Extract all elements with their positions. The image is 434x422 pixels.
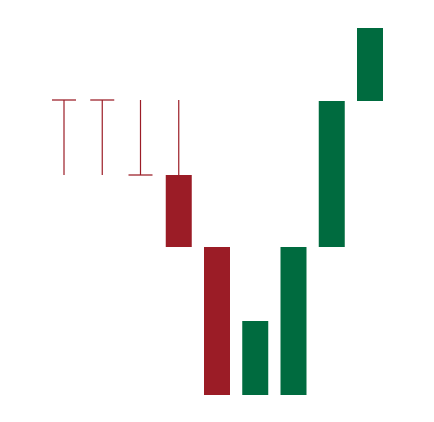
candle-body bbox=[204, 247, 230, 395]
candle-body bbox=[242, 321, 269, 395]
candle-body bbox=[357, 28, 383, 101]
candle-body bbox=[318, 101, 345, 247]
candle-body bbox=[165, 175, 192, 247]
candle-body bbox=[280, 247, 307, 395]
